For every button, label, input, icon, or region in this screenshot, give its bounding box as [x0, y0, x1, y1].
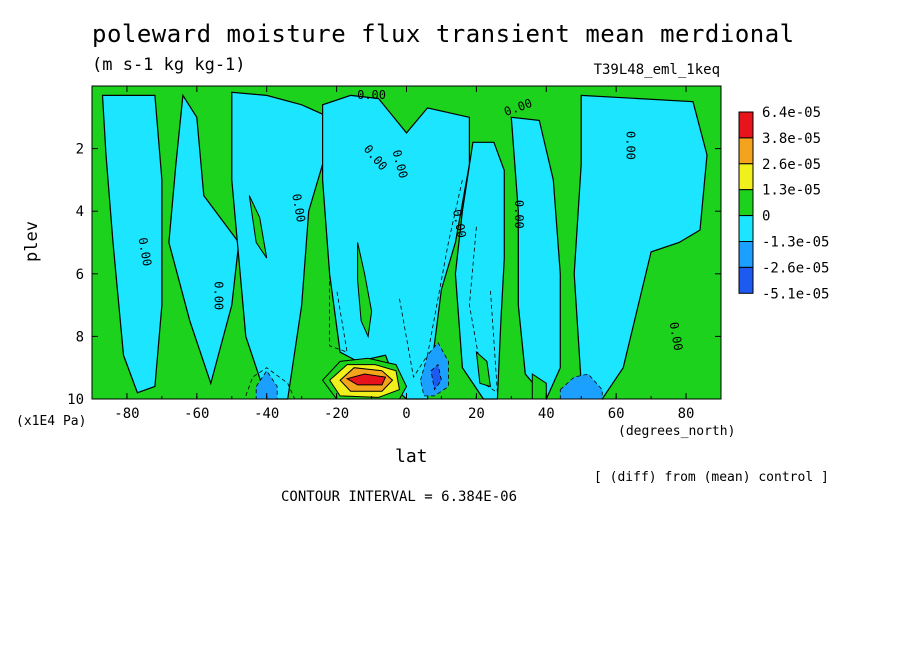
- negative-region: [255, 370, 278, 400]
- contour-label: 0.00: [667, 321, 686, 352]
- positive-island: [357, 242, 373, 339]
- y-tick-label: 2: [76, 142, 84, 158]
- negative-region: [430, 363, 442, 391]
- y-tick-label: 8: [76, 329, 84, 345]
- x-tick-label: -40: [254, 406, 279, 422]
- positive-island: [475, 350, 492, 388]
- x-axis-label: lat: [395, 446, 428, 467]
- legend-swatch: [738, 163, 754, 191]
- comparison-note: [ (diff) from (mean) control ]: [594, 470, 829, 485]
- x-axis: -80 -60 -40 -20 0 20 40 60 80: [91, 86, 722, 422]
- run-label: T39L48_eml_1keq: [593, 62, 720, 78]
- y-tick-label: 10: [67, 392, 84, 408]
- contour-interval: CONTOUR INTERVAL = 6.384E-06: [281, 489, 518, 505]
- y-tick-label: 6: [76, 267, 84, 283]
- y-axis: 2 4 6 8 10: [67, 142, 721, 408]
- x-tick-label: -80: [114, 406, 139, 422]
- y-axis-label: plev: [22, 221, 42, 262]
- chart-title: poleward moisture flux transient mean me…: [92, 20, 795, 48]
- dashed-contour: [399, 179, 463, 379]
- negative-region: [231, 91, 324, 400]
- legend-label: 6.4e-05: [762, 105, 821, 121]
- x-tick-label: 60: [608, 406, 625, 422]
- legend-label: -5.1e-05: [762, 286, 829, 302]
- negative-region: [510, 116, 561, 401]
- chart-units: (m s-1 kg kg-1): [92, 55, 246, 75]
- x-axis-unit: (degrees_north): [618, 424, 736, 439]
- legend-swatch: [738, 266, 754, 294]
- positive-maximum-level: [345, 373, 387, 386]
- legend-label: 3.8e-05: [762, 131, 821, 147]
- negative-region: [101, 94, 163, 394]
- legend-label: -2.6e-05: [762, 260, 829, 276]
- contour-label: 0.00: [136, 236, 155, 267]
- legend-swatch: [738, 137, 754, 165]
- x-tick-label: 0: [402, 406, 410, 422]
- contour-label: 0.00: [211, 281, 225, 310]
- negative-region: [573, 94, 708, 400]
- x-tick-label: -60: [184, 406, 209, 422]
- x-tick-label: 80: [678, 406, 695, 422]
- legend-swatch: [738, 111, 754, 139]
- y-axis-unit: (x1E4 Pa): [16, 414, 87, 429]
- y-tick-label: 4: [76, 204, 84, 220]
- x-tick-label: -20: [324, 406, 349, 422]
- contour-label: 0.00: [450, 208, 469, 239]
- legend-swatch: [738, 215, 754, 243]
- dashed-contour: [468, 226, 498, 394]
- contour-label: 0.00: [357, 88, 386, 102]
- contour-label: 0.00: [512, 200, 526, 229]
- color-legend: 6.4e-05 3.8e-05 2.6e-05 1.3e-05 0 -1.3e-05 -2.…: [738, 105, 829, 302]
- x-tick-label: 20: [468, 406, 485, 422]
- legend-swatch: [738, 241, 754, 268]
- negative-region: [322, 94, 470, 400]
- legend-label: 2.6e-05: [762, 157, 821, 173]
- legend-label: -1.3e-05: [762, 235, 829, 251]
- x-tick-label: 40: [538, 406, 555, 422]
- negative-region: [168, 93, 240, 386]
- dashed-contour: [329, 267, 348, 353]
- positive-island: [248, 195, 268, 259]
- contour-field: [92, 86, 721, 401]
- legend-label: 1.3e-05: [762, 183, 821, 199]
- legend-swatch: [738, 189, 754, 217]
- contour-label: 0.00: [624, 131, 638, 160]
- dashed-contour: [245, 367, 296, 400]
- legend-label: 0: [762, 209, 770, 225]
- contour-label: 0.00: [289, 193, 308, 224]
